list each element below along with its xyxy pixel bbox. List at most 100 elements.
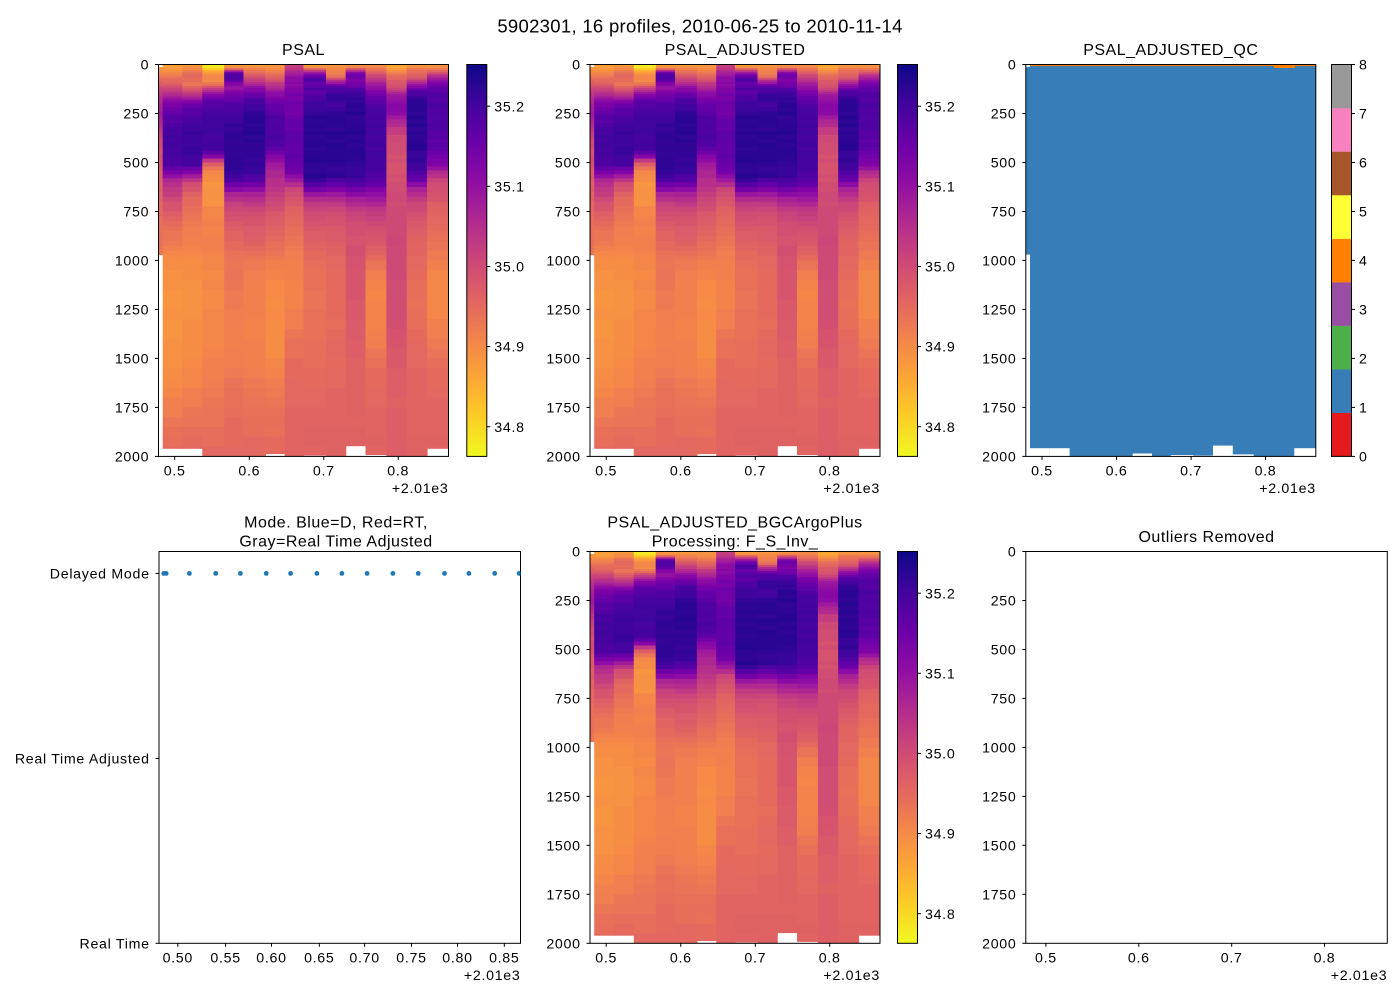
svg-text:1750: 1750 [546, 887, 580, 903]
svg-text:Gray=Real Time Adjusted: Gray=Real Time Adjusted [239, 534, 432, 551]
svg-text:0: 0 [572, 545, 581, 561]
svg-text:0.6: 0.6 [1106, 463, 1128, 479]
svg-text:500: 500 [991, 156, 1017, 172]
svg-text:+2.01e3: +2.01e3 [823, 968, 880, 984]
svg-text:1250: 1250 [546, 303, 580, 319]
svg-text:1250: 1250 [982, 303, 1016, 319]
svg-text:0.6: 0.6 [1128, 950, 1150, 966]
svg-text:0.70: 0.70 [349, 950, 379, 966]
svg-text:Delayed Mode: Delayed Mode [50, 567, 150, 583]
svg-text:0: 0 [572, 58, 581, 74]
svg-text:1000: 1000 [982, 254, 1016, 270]
svg-text:0: 0 [1008, 58, 1017, 74]
svg-text:PSAL: PSAL [282, 42, 325, 59]
svg-text:PSAL_ADJUSTED: PSAL_ADJUSTED [665, 42, 806, 59]
svg-text:PSAL_ADJUSTED_BGCArgoPlus: PSAL_ADJUSTED_BGCArgoPlus [607, 514, 862, 531]
svg-text:0: 0 [1359, 450, 1368, 466]
svg-text:500: 500 [555, 156, 581, 172]
svg-text:Mode. Blue=D, Red=RT,: Mode. Blue=D, Red=RT, [244, 514, 428, 531]
svg-text:+2.01e3: +2.01e3 [392, 481, 449, 497]
svg-text:1000: 1000 [546, 254, 580, 270]
svg-text:0.5: 0.5 [595, 463, 617, 479]
svg-text:0.5: 0.5 [1035, 950, 1057, 966]
svg-text:1: 1 [1359, 401, 1368, 417]
svg-text:0.8: 0.8 [387, 463, 409, 479]
svg-text:8: 8 [1359, 58, 1368, 74]
svg-text:0.55: 0.55 [210, 950, 240, 966]
svg-text:0.85: 0.85 [489, 950, 519, 966]
svg-text:750: 750 [555, 205, 581, 221]
svg-text:35.2: 35.2 [925, 586, 955, 602]
svg-text:2000: 2000 [982, 450, 1016, 466]
svg-text:35.1: 35.1 [925, 179, 955, 195]
svg-text:7: 7 [1359, 107, 1368, 123]
svg-text:3: 3 [1359, 303, 1368, 319]
svg-text:35.1: 35.1 [925, 666, 955, 682]
svg-text:0.7: 0.7 [744, 950, 766, 966]
svg-text:250: 250 [555, 107, 581, 123]
svg-text:2000: 2000 [982, 936, 1016, 952]
svg-text:1500: 1500 [115, 352, 149, 368]
svg-text:2000: 2000 [115, 450, 149, 466]
svg-text:1000: 1000 [982, 741, 1016, 757]
svg-text:0.5: 0.5 [595, 950, 617, 966]
svg-text:0.5: 0.5 [164, 463, 186, 479]
svg-text:35.2: 35.2 [494, 99, 524, 115]
svg-text:0.7: 0.7 [313, 463, 335, 479]
svg-text:1750: 1750 [982, 887, 1016, 903]
svg-text:1500: 1500 [546, 838, 580, 854]
svg-text:2: 2 [1359, 352, 1368, 368]
svg-text:1750: 1750 [115, 401, 149, 417]
svg-text:1250: 1250 [982, 790, 1016, 806]
svg-text:1250: 1250 [115, 303, 149, 319]
svg-text:2000: 2000 [546, 936, 580, 952]
svg-text:4: 4 [1359, 254, 1368, 270]
svg-text:500: 500 [123, 156, 149, 172]
svg-text:1500: 1500 [982, 838, 1016, 854]
svg-text:0: 0 [1008, 545, 1017, 561]
svg-text:0.6: 0.6 [670, 463, 692, 479]
svg-text:0.8: 0.8 [819, 950, 841, 966]
svg-text:2000: 2000 [546, 450, 580, 466]
svg-text:34.9: 34.9 [925, 827, 955, 843]
svg-text:750: 750 [991, 692, 1017, 708]
svg-text:1500: 1500 [982, 352, 1016, 368]
svg-text:0.7: 0.7 [1221, 950, 1243, 966]
svg-text:35.0: 35.0 [494, 260, 524, 276]
svg-text:250: 250 [991, 107, 1017, 123]
svg-text:Real Time: Real Time [80, 936, 150, 952]
svg-text:PSAL_ADJUSTED_QC: PSAL_ADJUSTED_QC [1083, 42, 1258, 59]
svg-text:500: 500 [991, 643, 1017, 659]
svg-text:35.2: 35.2 [925, 99, 955, 115]
svg-text:5: 5 [1359, 205, 1368, 221]
svg-text:250: 250 [991, 594, 1017, 610]
svg-text:750: 750 [555, 692, 581, 708]
svg-text:+2.01e3: +2.01e3 [1331, 968, 1388, 984]
svg-text:1250: 1250 [546, 790, 580, 806]
svg-text:1750: 1750 [546, 401, 580, 417]
svg-text:1500: 1500 [546, 352, 580, 368]
svg-text:Outliers Removed: Outliers Removed [1138, 529, 1274, 546]
svg-text:34.8: 34.8 [925, 907, 955, 923]
svg-text:750: 750 [123, 205, 149, 221]
svg-text:1750: 1750 [982, 401, 1016, 417]
svg-text:0.7: 0.7 [1180, 463, 1202, 479]
svg-text:0.75: 0.75 [396, 950, 426, 966]
svg-text:+2.01e3: +2.01e3 [823, 481, 880, 497]
svg-text:0.8: 0.8 [1255, 463, 1277, 479]
svg-text:35.0: 35.0 [925, 260, 955, 276]
svg-text:0.6: 0.6 [238, 463, 260, 479]
svg-text:34.9: 34.9 [494, 340, 524, 356]
svg-text:34.8: 34.8 [494, 420, 524, 436]
svg-text:0.8: 0.8 [819, 463, 841, 479]
svg-text:0.5: 0.5 [1031, 463, 1053, 479]
svg-text:250: 250 [123, 107, 149, 123]
svg-text:1000: 1000 [115, 254, 149, 270]
svg-text:750: 750 [991, 205, 1017, 221]
svg-text:0.50: 0.50 [163, 950, 193, 966]
svg-text:35.1: 35.1 [494, 179, 524, 195]
svg-text:0.80: 0.80 [442, 950, 472, 966]
svg-text:0.6: 0.6 [670, 950, 692, 966]
svg-text:34.9: 34.9 [925, 340, 955, 356]
svg-text:1000: 1000 [546, 741, 580, 757]
